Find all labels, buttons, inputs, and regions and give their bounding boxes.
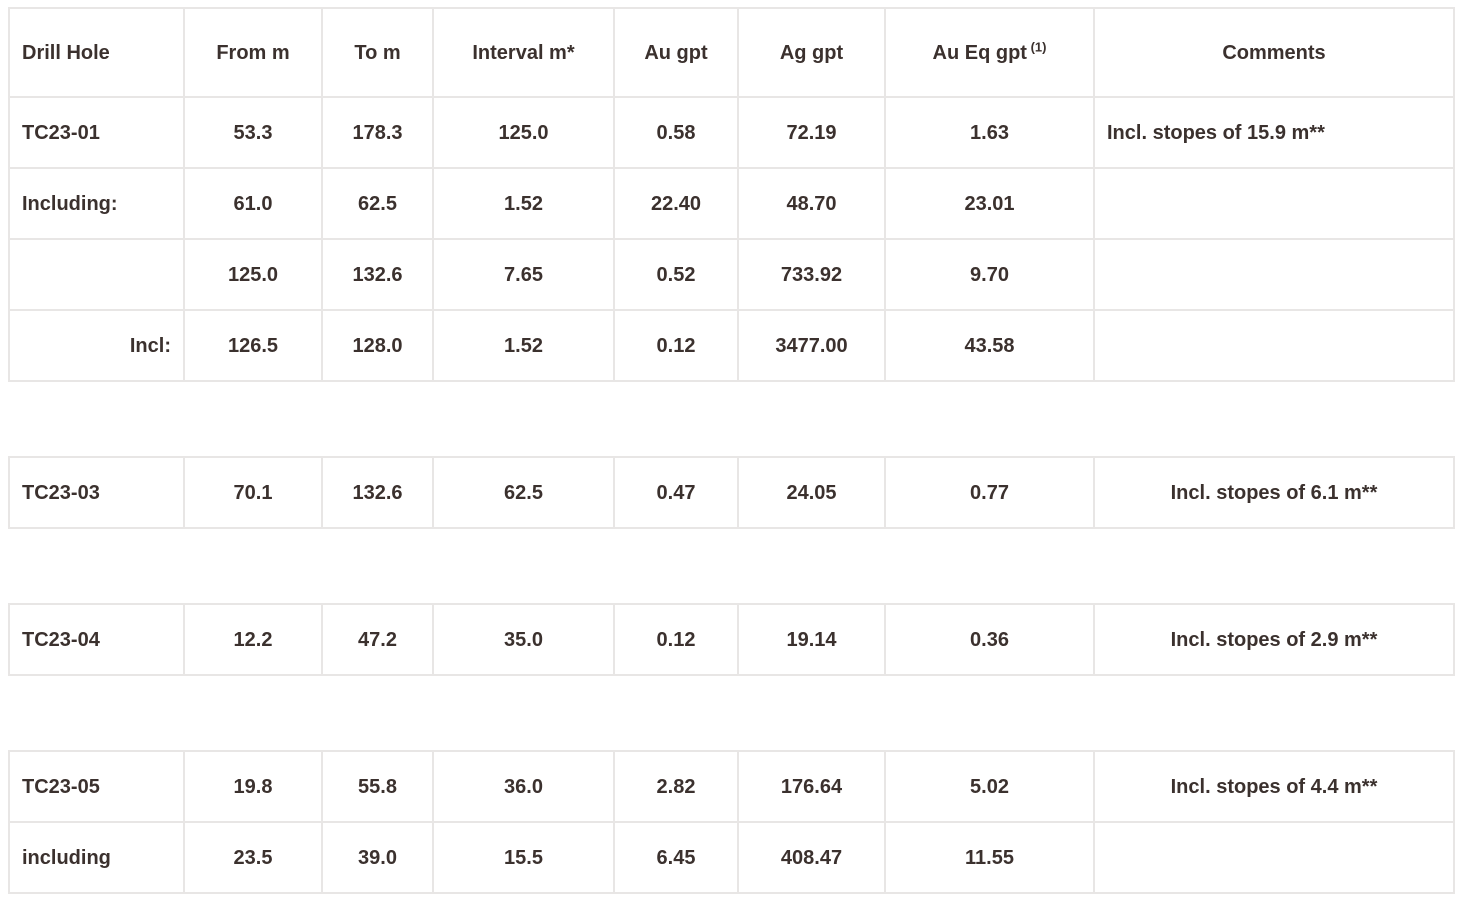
header-cell-au-eq-gpt: Au Eq gpt (1) bbox=[884, 7, 1095, 98]
cell-comments bbox=[1093, 309, 1455, 382]
cell-comments: Incl. stopes of 4.4 m** bbox=[1093, 750, 1455, 823]
table-row: including 23.5 39.0 15.5 6.45 408.47 11.55 bbox=[8, 821, 1455, 894]
header-cell-from-m: From m bbox=[183, 7, 323, 98]
cell-interval-m: 36.0 bbox=[432, 750, 615, 823]
cell-au-eq-gpt: 9.70 bbox=[884, 238, 1095, 311]
header-cell-interval-m: Interval m* bbox=[432, 7, 615, 98]
cell-from-m: 125.0 bbox=[183, 238, 323, 311]
header-row: Drill Hole From m To m Interval m* Au gpt Ag … bbox=[8, 7, 1455, 98]
cell-from-m: 12.2 bbox=[183, 603, 323, 676]
header-cell-ag-gpt: Ag gpt bbox=[737, 7, 886, 98]
table-row: Including: 61.0 62.5 1.52 22.40 48.70 23.01 bbox=[8, 167, 1455, 240]
table-row: TC23-01 53.3 178.3 125.0 0.58 72.19 1.63 Incl. … bbox=[8, 96, 1455, 169]
cell-au-gpt: 22.40 bbox=[613, 167, 739, 240]
header-cell-au-gpt: Au gpt bbox=[613, 7, 739, 98]
cell-to-m: 39.0 bbox=[321, 821, 434, 894]
cell-interval-m: 62.5 bbox=[432, 456, 615, 529]
cell-to-m: 47.2 bbox=[321, 603, 434, 676]
header-cell-drill-hole: Drill Hole bbox=[8, 7, 185, 98]
header-footnote-marker: (1) bbox=[1026, 38, 1047, 54]
cell-from-m: 19.8 bbox=[183, 750, 323, 823]
header-cell-to-m: To m bbox=[321, 7, 434, 98]
cell-au-eq-gpt: 5.02 bbox=[884, 750, 1095, 823]
cell-au-gpt: 0.12 bbox=[613, 309, 739, 382]
cell-comments bbox=[1093, 821, 1455, 894]
cell-comments: Incl. stopes of 15.9 m** bbox=[1093, 96, 1455, 169]
cell-au-gpt: 0.58 bbox=[613, 96, 739, 169]
cell-from-m: 70.1 bbox=[183, 456, 323, 529]
cell-interval-m: 1.52 bbox=[432, 167, 615, 240]
cell-drill-hole: including bbox=[8, 821, 185, 894]
cell-from-m: 126.5 bbox=[183, 309, 323, 382]
cell-au-eq-gpt: 1.63 bbox=[884, 96, 1095, 169]
cell-au-gpt: 0.52 bbox=[613, 238, 739, 311]
cell-ag-gpt: 19.14 bbox=[737, 603, 886, 676]
cell-drill-hole: Including: bbox=[8, 167, 185, 240]
cell-ag-gpt: 72.19 bbox=[737, 96, 886, 169]
table-row: TC23-05 19.8 55.8 36.0 2.82 176.64 5.02 Incl. s… bbox=[8, 750, 1455, 823]
cell-drill-hole: TC23-03 bbox=[8, 456, 185, 529]
cell-ag-gpt: 408.47 bbox=[737, 821, 886, 894]
cell-from-m: 23.5 bbox=[183, 821, 323, 894]
cell-au-eq-gpt: 0.36 bbox=[884, 603, 1095, 676]
cell-to-m: 132.6 bbox=[321, 238, 434, 311]
cell-drill-hole: TC23-05 bbox=[8, 750, 185, 823]
cell-interval-m: 125.0 bbox=[432, 96, 615, 169]
cell-ag-gpt: 176.64 bbox=[737, 750, 886, 823]
table-row: TC23-03 70.1 132.6 62.5 0.47 24.05 0.77 Incl. s… bbox=[8, 456, 1455, 529]
drill-results-table-tc23-01: Drill Hole From m To m Interval m* Au gpt Ag … bbox=[8, 7, 1455, 382]
drill-results-table-tc23-04: TC23-04 12.2 47.2 35.0 0.12 19.14 0.36 Incl. st… bbox=[8, 603, 1455, 676]
cell-ag-gpt: 3477.00 bbox=[737, 309, 886, 382]
cell-au-eq-gpt: 23.01 bbox=[884, 167, 1095, 240]
header-cell-comments: Comments bbox=[1093, 7, 1455, 98]
cell-to-m: 62.5 bbox=[321, 167, 434, 240]
cell-au-gpt: 6.45 bbox=[613, 821, 739, 894]
cell-ag-gpt: 733.92 bbox=[737, 238, 886, 311]
cell-to-m: 132.6 bbox=[321, 456, 434, 529]
drill-results-table-tc23-05: TC23-05 19.8 55.8 36.0 2.82 176.64 5.02 Incl. s… bbox=[8, 750, 1455, 894]
table-row: TC23-04 12.2 47.2 35.0 0.12 19.14 0.36 Incl. st… bbox=[8, 603, 1455, 676]
table-row: 125.0 132.6 7.65 0.52 733.92 9.70 bbox=[8, 238, 1455, 311]
cell-ag-gpt: 48.70 bbox=[737, 167, 886, 240]
cell-interval-m: 15.5 bbox=[432, 821, 615, 894]
cell-au-eq-gpt: 43.58 bbox=[884, 309, 1095, 382]
cell-to-m: 128.0 bbox=[321, 309, 434, 382]
cell-ag-gpt: 24.05 bbox=[737, 456, 886, 529]
cell-au-gpt: 2.82 bbox=[613, 750, 739, 823]
cell-drill-hole: TC23-01 bbox=[8, 96, 185, 169]
drill-results-table-tc23-03: TC23-03 70.1 132.6 62.5 0.47 24.05 0.77 Incl. s… bbox=[8, 456, 1455, 529]
cell-drill-hole: TC23-04 bbox=[8, 603, 185, 676]
cell-to-m: 55.8 bbox=[321, 750, 434, 823]
cell-comments bbox=[1093, 167, 1455, 240]
cell-comments: Incl. stopes of 2.9 m** bbox=[1093, 603, 1455, 676]
cell-drill-hole: Incl: bbox=[8, 309, 185, 382]
cell-drill-hole bbox=[8, 238, 185, 311]
cell-comments: Incl. stopes of 6.1 m** bbox=[1093, 456, 1455, 529]
cell-au-gpt: 0.47 bbox=[613, 456, 739, 529]
cell-to-m: 178.3 bbox=[321, 96, 434, 169]
cell-au-eq-gpt: 0.77 bbox=[884, 456, 1095, 529]
cell-from-m: 61.0 bbox=[183, 167, 323, 240]
cell-au-eq-gpt: 11.55 bbox=[884, 821, 1095, 894]
cell-au-gpt: 0.12 bbox=[613, 603, 739, 676]
cell-interval-m: 7.65 bbox=[432, 238, 615, 311]
cell-comments bbox=[1093, 238, 1455, 311]
cell-interval-m: 35.0 bbox=[432, 603, 615, 676]
table-row: Incl: 126.5 128.0 1.52 0.12 3477.00 43.58 bbox=[8, 309, 1455, 382]
cell-from-m: 53.3 bbox=[183, 96, 323, 169]
cell-interval-m: 1.52 bbox=[432, 309, 615, 382]
